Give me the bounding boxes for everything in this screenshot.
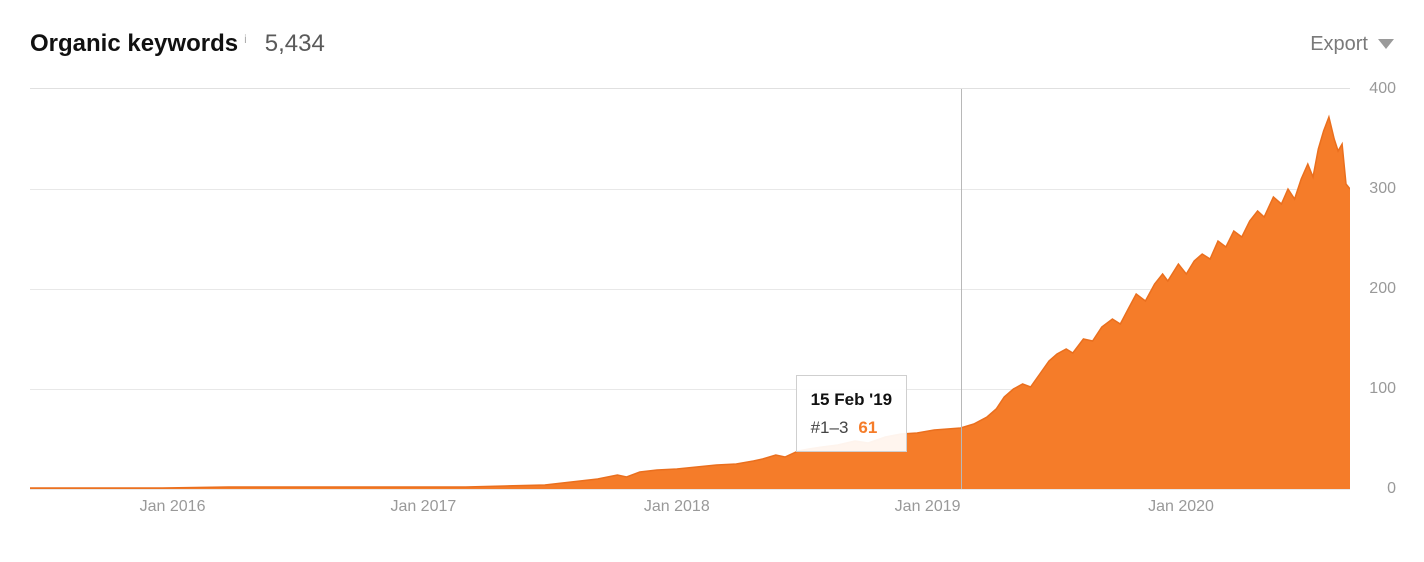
x-axis-label: Jan 2020 (1148, 498, 1214, 516)
chart-title: Organic keywords (30, 30, 238, 58)
y-axis-label: 200 (1369, 280, 1396, 298)
x-axis-label: Jan 2018 (644, 498, 710, 516)
y-axis-label: 300 (1369, 180, 1396, 198)
y-axis-label: 100 (1369, 380, 1396, 398)
tooltip-series-row: #1–3 61 (811, 414, 893, 441)
chart-container: 010020030040015 Feb '19#1–361 Jan 2016Ja… (30, 88, 1394, 538)
header-left: Organic keywords i 5,434 (30, 30, 325, 58)
x-axis-label: Jan 2016 (140, 498, 206, 516)
chart-tooltip: 15 Feb '19 #1–3 61 (796, 375, 908, 451)
x-axis-label: Jan 2017 (390, 498, 456, 516)
tooltip-series-value: 61 (858, 418, 877, 437)
x-axis-label: Jan 2019 (895, 498, 961, 516)
y-axis-label: 400 (1369, 80, 1396, 98)
export-label: Export (1310, 33, 1368, 56)
cursor-line (961, 89, 962, 489)
info-icon[interactable]: i (244, 32, 247, 46)
export-button[interactable]: Export (1310, 33, 1394, 56)
tooltip-date: 15 Feb '19 (811, 386, 893, 413)
area-chart-svg (30, 89, 1350, 489)
tooltip-series-label: #1–3 (811, 418, 849, 437)
y-axis-label: 0 (1387, 480, 1396, 498)
gridline (30, 489, 1350, 490)
chart-plot-area[interactable]: 010020030040015 Feb '19#1–361 (30, 88, 1350, 488)
chart-header: Organic keywords i 5,434 Export (30, 30, 1394, 58)
chevron-down-icon (1378, 39, 1394, 49)
keyword-count: 5,434 (265, 30, 325, 58)
